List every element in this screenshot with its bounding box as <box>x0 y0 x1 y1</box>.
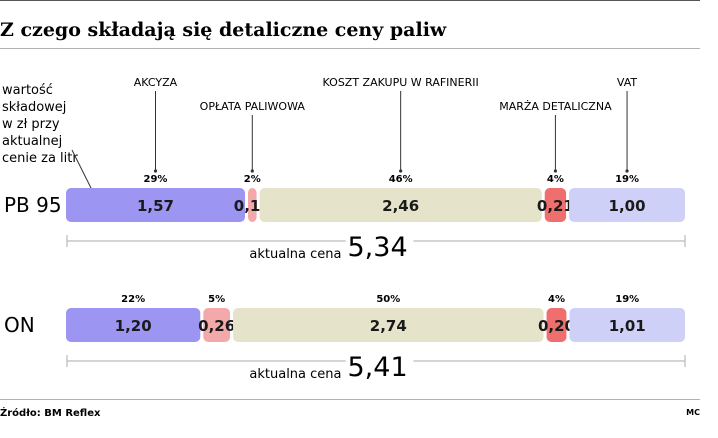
segment-value-label: 1,20 <box>115 317 152 335</box>
segment-value-label: 1,00 <box>609 197 646 215</box>
category-label: PB 95 <box>4 193 62 217</box>
segment-percent-label: 19% <box>615 174 639 185</box>
segment-value-label: 1,01 <box>609 317 646 335</box>
source-text: Źródło: BM Reflex <box>0 406 101 419</box>
bar-segment <box>66 188 245 222</box>
bar-segment <box>66 308 201 342</box>
bar-segment <box>569 188 685 222</box>
leader-dot <box>625 169 629 173</box>
value-note-line: w zł przy <box>2 117 60 132</box>
value-note-line: składowej <box>2 100 66 115</box>
component-label: AKCYZA <box>134 76 178 89</box>
leader-dot <box>399 169 403 173</box>
segment-value-label: 2,46 <box>382 197 419 215</box>
value-note-line: aktualnej <box>2 134 62 149</box>
bar-segment <box>259 188 542 222</box>
total-value-backdrop <box>345 229 414 259</box>
segment-percent-label: 4% <box>548 294 565 305</box>
leader-dot <box>250 169 254 173</box>
value-note-line: cenie za litr <box>2 151 78 166</box>
segment-percent-label: 46% <box>389 174 413 185</box>
component-label: MARŻA DETALICZNA <box>499 100 612 113</box>
category-label: ON <box>4 313 35 337</box>
total-value: 5,34 <box>348 232 408 263</box>
component-label: VAT <box>617 76 637 89</box>
total-label: aktualna cena <box>249 367 341 382</box>
value-note-line: wartość <box>2 83 53 98</box>
chart-title: Z czego składają się detaliczne ceny pal… <box>0 19 447 41</box>
segment-percent-label: 5% <box>208 294 225 305</box>
bar-segment <box>544 188 567 222</box>
bars: PB 95 1,5729%0,102%2,4646%0,214%1,0019%ak… <box>4 174 686 383</box>
segment-value-label: 0,26 <box>198 317 235 335</box>
segment-percent-label: 22% <box>121 294 145 305</box>
total-label: aktualna cena <box>249 247 341 262</box>
segment-value-label: 2,74 <box>370 317 407 335</box>
segment-value-label: 0,21 <box>537 197 574 215</box>
bar-segment <box>546 308 567 342</box>
segment-value-label: 1,57 <box>137 197 174 215</box>
component-labels: AKCYZA OPŁATA PALIWOWA KOSZT ZAKUPU W RAFI… <box>134 76 637 173</box>
bar-segment <box>233 308 544 342</box>
bar-segment <box>569 308 685 342</box>
leader-dot <box>553 169 558 173</box>
leader-dot <box>153 169 158 173</box>
credit-text: MC <box>686 408 700 417</box>
segment-value-label: 0,20 <box>538 317 575 335</box>
bar-segment <box>247 188 257 222</box>
segment-percent-label: 29% <box>144 174 168 185</box>
total-value-backdrop <box>345 349 414 379</box>
segment-percent-label: 19% <box>615 294 639 305</box>
segment-percent-label: 4% <box>547 174 564 185</box>
bar-segment <box>203 308 231 342</box>
component-label: KOSZT ZAKUPU W RAFINERII <box>323 76 479 89</box>
segment-percent-label: 50% <box>376 294 400 305</box>
segment-percent-label: 2% <box>244 174 261 185</box>
total-value: 5,41 <box>348 352 408 383</box>
component-label: OPŁATA PALIWOWA <box>200 100 306 113</box>
